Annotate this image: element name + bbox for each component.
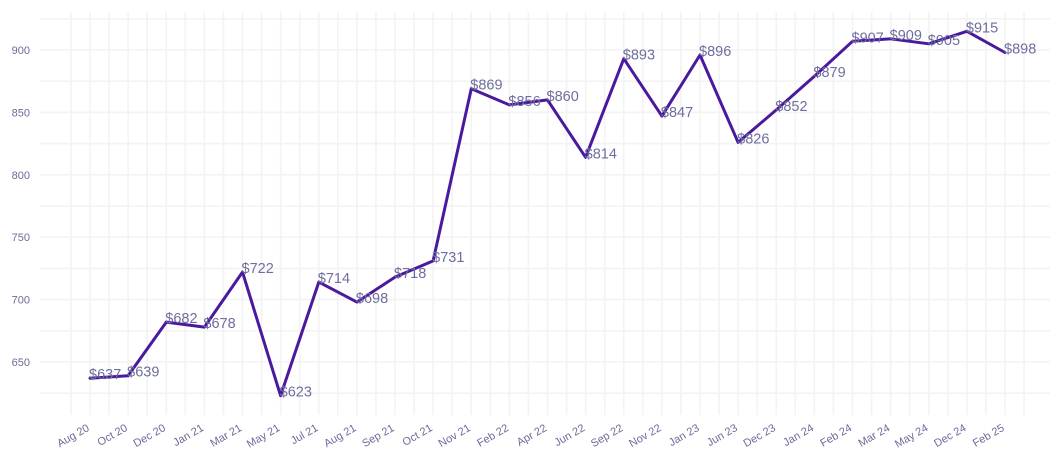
data-label: $852: [775, 99, 807, 115]
data-label: $879: [813, 65, 845, 81]
x-tick-label: Feb 22: [475, 422, 511, 450]
y-tick-label: 800: [12, 170, 30, 182]
x-tick-label: Feb 24: [818, 422, 854, 450]
data-label: $682: [165, 311, 197, 327]
data-label: $731: [432, 250, 464, 266]
data-label: $814: [585, 146, 617, 162]
y-tick-label: 900: [12, 45, 30, 57]
data-label: $637: [89, 367, 121, 383]
x-tick-label: Aug 21: [322, 422, 358, 450]
x-tick-label: May 24: [893, 422, 930, 450]
x-tick-label: Oct 20: [96, 422, 130, 449]
series-group: [88, 29, 1007, 398]
x-tick-label: May 21: [245, 422, 282, 450]
data-label: $722: [242, 261, 274, 277]
y-tick-label: 850: [12, 107, 30, 119]
x-tick-label: Sep 21: [360, 422, 396, 450]
x-tick-label: Jun 22: [553, 422, 588, 449]
x-tick-label: Jan 24: [781, 422, 816, 449]
data-label: $869: [470, 78, 502, 94]
data-label: $907: [852, 30, 884, 46]
x-tick-label: Oct 21: [401, 422, 435, 449]
data-label: $915: [966, 20, 998, 36]
x-tick-label: Feb 25: [971, 422, 1007, 450]
x-tick-label: Mar 21: [208, 422, 244, 450]
x-tick-label: Jun 23: [705, 422, 740, 449]
x-tick-label: Mar 24: [856, 422, 892, 450]
data-label: $678: [203, 316, 235, 332]
data-label: $623: [280, 385, 312, 401]
x-tick-label: Dec 20: [132, 422, 168, 450]
x-tick-label: Dec 24: [932, 422, 968, 450]
data-label: $698: [356, 291, 388, 307]
y-tick-label: 750: [12, 232, 30, 244]
horizontal-gridlines: [40, 17, 1050, 395]
data-label: $847: [661, 105, 693, 121]
y-axis: 650 700 750 800 850 900: [12, 45, 30, 369]
x-tick-label: Dec 23: [742, 422, 778, 450]
data-label: $714: [318, 271, 350, 287]
data-label: $896: [699, 44, 731, 60]
data-label: $718: [394, 266, 426, 282]
x-tick-label: Aug 20: [55, 422, 91, 450]
data-labels: $637 $639 $682 $678 $722 $623 $714 $698 $718 $731…: [89, 20, 1036, 400]
data-label: $898: [1004, 41, 1036, 57]
x-tick-label: Jan 21: [171, 422, 206, 449]
data-label: $639: [127, 365, 159, 381]
vertical-gridlines: [70, 12, 1025, 415]
data-label: $905: [928, 33, 960, 49]
data-label: $856: [508, 94, 540, 110]
series-line-price: [88, 29, 1007, 398]
x-tick-label: Nov 22: [627, 422, 663, 450]
data-label: $893: [623, 48, 655, 64]
data-label: $826: [737, 131, 769, 147]
x-tick-label: Nov 21: [437, 422, 473, 450]
x-axis: Aug 20 Oct 20 Dec 20 Jan 21 Mar 21 May 21 Jul …: [55, 422, 1006, 450]
data-label: $860: [547, 89, 579, 105]
x-tick-label: Jan 23: [667, 422, 702, 449]
x-tick-label: Apr 22: [515, 422, 549, 449]
x-tick-label: Sep 22: [589, 422, 625, 450]
data-label: $909: [890, 28, 922, 44]
y-tick-label: 700: [12, 295, 30, 307]
y-tick-label: 650: [12, 357, 30, 369]
x-tick-label: Jul 21: [289, 422, 320, 447]
